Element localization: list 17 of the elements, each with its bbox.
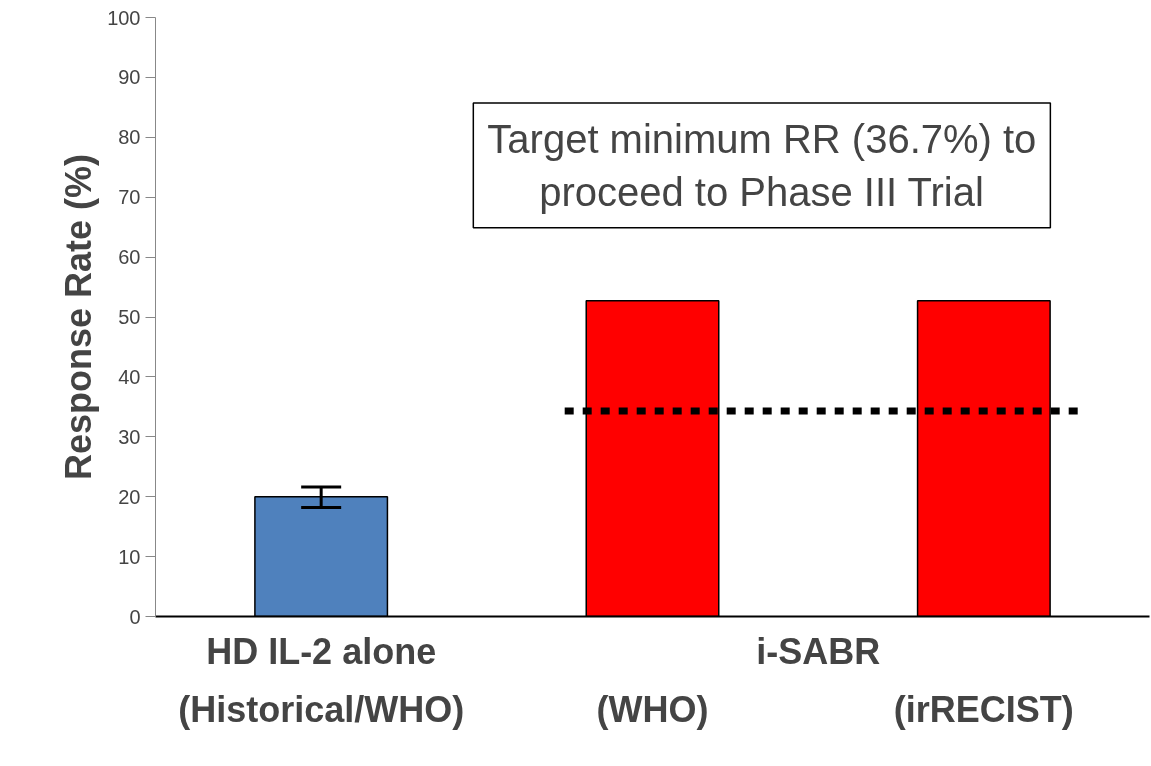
x-tick-label: (irRECIST) bbox=[893, 688, 1074, 730]
y-tick-label: 50 bbox=[118, 306, 141, 328]
y-tick-label: 0 bbox=[129, 605, 141, 628]
y-tick-label: 100 bbox=[107, 6, 141, 29]
annotation: Target minimum RR (36.7%) to proceed to Phase III Trial bbox=[487, 117, 1037, 214]
y-tick-label: 80 bbox=[118, 126, 141, 149]
y-tick-label: 90 bbox=[118, 66, 141, 89]
y-tick-label: 10 bbox=[118, 545, 141, 568]
y-tick-label: 60 bbox=[118, 246, 141, 269]
y-tick-label: 20 bbox=[118, 485, 141, 508]
y-tick-label: 70 bbox=[118, 186, 141, 209]
category-label: HD IL-2 alone (Historical/WHO) bbox=[178, 630, 465, 730]
y-tick-label: 40 bbox=[118, 365, 141, 388]
x-tick-label: (WHO) bbox=[596, 688, 709, 730]
y-axis-title: Response Rate (%) bbox=[58, 153, 100, 481]
text: i-SABR bbox=[756, 630, 881, 672]
y-tick-label: 30 bbox=[118, 425, 141, 448]
